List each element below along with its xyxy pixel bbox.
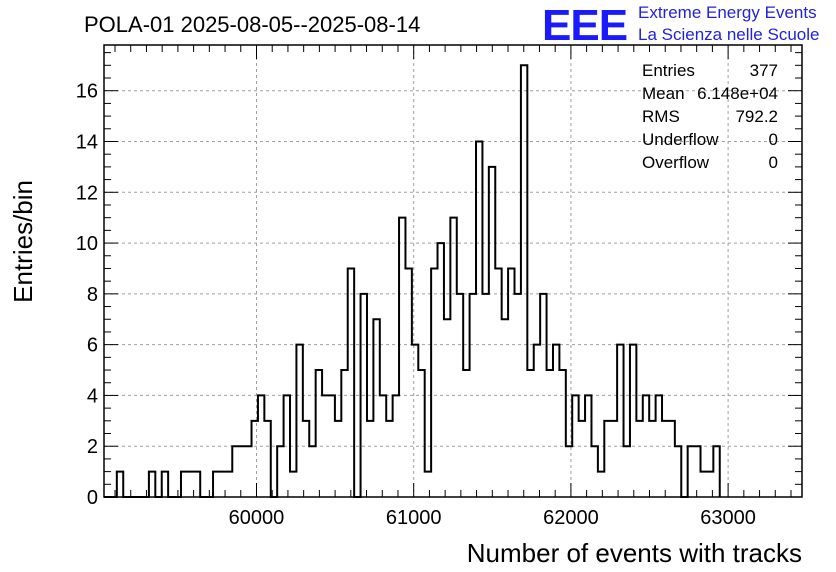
y-tick-label-8: 16 <box>76 81 98 103</box>
histogram-bin <box>662 421 668 497</box>
axis-ticks <box>104 45 802 498</box>
histogram-bin <box>245 446 251 497</box>
x-tick-label-3: 63000 <box>700 507 756 529</box>
histogram-bin <box>547 370 553 497</box>
grid-lines <box>104 45 802 497</box>
histogram-bin <box>239 446 245 497</box>
logo-line-2: La Scienza nelle Scuole <box>638 25 819 44</box>
stats-mean-label: Mean <box>642 84 685 103</box>
y-tick-label-6: 12 <box>76 182 98 204</box>
histogram-bin <box>463 370 469 497</box>
stats-mean-value: 6.148e+04 <box>697 84 778 103</box>
histogram-bin <box>649 421 655 497</box>
y-tick-label-3: 6 <box>87 335 98 357</box>
histogram-bin <box>598 472 604 497</box>
histogram-bin <box>425 472 431 497</box>
tick-labels: 60000 61000 62000 63000 0 2 4 6 8 10 12 14 16 <box>76 81 756 529</box>
x-tick-label-1: 61000 <box>386 507 442 529</box>
y-tick-label-0: 0 <box>87 487 98 509</box>
histogram-bars <box>104 64 721 498</box>
histogram-bin <box>701 472 707 497</box>
histogram-bin <box>386 421 392 497</box>
stats-entries-label: Entries <box>642 61 695 80</box>
histogram-bin <box>444 319 450 497</box>
stats-overflow-label: Overflow <box>642 153 710 172</box>
plot-frame <box>103 44 803 498</box>
histogram-bin <box>636 421 642 497</box>
eee-logo: EEE Extreme Energy Events La Scienza nel… <box>542 1 819 50</box>
y-tick-label-7: 14 <box>76 131 98 153</box>
stats-entries-value: 377 <box>750 61 778 80</box>
histogram-outline <box>104 64 721 498</box>
y-axis-title: Entries/bin <box>8 180 38 303</box>
y-tick-label-2: 4 <box>87 385 98 407</box>
y-tick-label-4: 8 <box>87 284 98 306</box>
stats-rms-label: RMS <box>642 107 680 126</box>
histogram-bin <box>367 421 373 497</box>
logo-line-1: Extreme Energy Events <box>638 3 817 22</box>
histogram-bin <box>290 472 296 497</box>
logo-mark: EEE <box>542 1 627 50</box>
x-axis-title: Number of events with tracks <box>467 538 802 568</box>
histogram-bin <box>527 370 533 497</box>
histogram-bin <box>226 472 232 497</box>
y-tick-label-1: 2 <box>87 436 98 458</box>
histogram-bin <box>502 319 508 497</box>
x-tick-label-2: 62000 <box>543 507 599 529</box>
stats-overflow-value: 0 <box>769 153 778 172</box>
histogram-bin <box>187 472 193 497</box>
histogram-bin <box>579 421 585 497</box>
stats-rms-value: 792.2 <box>735 107 778 126</box>
x-tick-label-0: 60000 <box>229 507 285 529</box>
histogram-bin <box>335 421 341 497</box>
histogram-bin <box>309 446 315 497</box>
stats-underflow-value: 0 <box>769 130 778 149</box>
y-tick-label-5: 10 <box>76 233 98 255</box>
stats-underflow-label: Underflow <box>642 130 719 149</box>
chart-title: POLA-01 2025-08-05--2025-08-14 <box>84 12 420 37</box>
stats-box: Entries 377 Mean 6.148e+04 RMS 792.2 Und… <box>642 61 778 172</box>
histogram-bin <box>611 421 617 497</box>
histogram-bin <box>624 446 630 497</box>
